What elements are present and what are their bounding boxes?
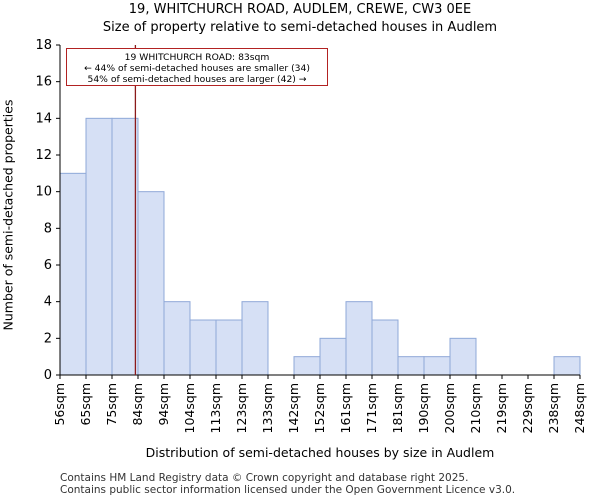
x-tick-label: 210sqm bbox=[468, 383, 483, 433]
histogram-bar bbox=[137, 191, 165, 376]
annotation-line-2: ← 44% of semi-detached houses are smalle… bbox=[84, 63, 310, 74]
y-tick-label: 8 bbox=[44, 221, 52, 236]
x-tick-label: 161sqm bbox=[338, 383, 353, 433]
x-tick-label: 181sqm bbox=[390, 383, 405, 433]
histogram-bar bbox=[241, 301, 269, 376]
histogram-bar bbox=[293, 356, 321, 376]
y-tick-label: 16 bbox=[35, 75, 52, 90]
x-tick-label: 65sqm bbox=[78, 383, 93, 426]
histogram-bar bbox=[59, 172, 87, 376]
histogram-bar bbox=[85, 117, 113, 376]
x-tick-label: 190sqm bbox=[416, 383, 431, 433]
histogram-bar bbox=[397, 356, 425, 376]
histogram-bar bbox=[371, 319, 399, 376]
x-tick-label: 113sqm bbox=[208, 383, 223, 433]
x-tick-label: 94sqm bbox=[156, 383, 171, 426]
histogram-bar bbox=[163, 301, 191, 376]
x-tick-label: 152sqm bbox=[312, 383, 327, 433]
footer-licence: Contains public sector information licen… bbox=[60, 484, 516, 496]
histogram-bar bbox=[111, 117, 139, 376]
y-tick-label: 12 bbox=[35, 148, 52, 163]
x-tick-label: 123sqm bbox=[234, 383, 249, 433]
y-axis-label: Number of semi-detached properties bbox=[0, 99, 16, 331]
histogram-bar bbox=[449, 337, 477, 376]
x-tick-label: 229sqm bbox=[520, 383, 535, 433]
histogram-bar bbox=[423, 356, 451, 376]
y-tick-label: 18 bbox=[35, 38, 52, 53]
y-tick-label: 2 bbox=[44, 331, 52, 346]
x-tick-label: 75sqm bbox=[104, 383, 119, 426]
x-tick-label: 84sqm bbox=[130, 383, 145, 426]
chart-title: 19, WHITCHURCH ROAD, AUDLEM, CREWE, CW3 … bbox=[128, 2, 472, 17]
x-tick-label: 248sqm bbox=[572, 383, 587, 433]
y-tick-label: 6 bbox=[44, 258, 52, 273]
x-tick-label: 142sqm bbox=[286, 383, 301, 433]
x-tick-label: 219sqm bbox=[494, 383, 509, 433]
annotation-box: 19 WHITCHURCH ROAD: 83sqm ← 44% of semi-… bbox=[66, 48, 328, 86]
chart-subtitle: Size of property relative to semi-detach… bbox=[102, 20, 498, 35]
y-tick-label: 10 bbox=[35, 185, 52, 200]
x-axis-label: Distribution of semi-detached houses by … bbox=[145, 445, 495, 460]
x-tick-label: 171sqm bbox=[364, 383, 379, 433]
histogram-bar bbox=[189, 319, 217, 376]
y-tick-label: 0 bbox=[44, 368, 52, 383]
x-tick-label: 133sqm bbox=[260, 383, 275, 433]
x-tick-label: 56sqm bbox=[52, 383, 67, 426]
footer-copyright: Contains HM Land Registry data © Crown c… bbox=[60, 472, 469, 484]
x-tick-label: 238sqm bbox=[546, 383, 561, 433]
histogram-bar bbox=[215, 319, 243, 376]
histogram-bar bbox=[553, 356, 581, 376]
y-tick-label: 4 bbox=[44, 295, 52, 310]
x-tick-label: 104sqm bbox=[182, 383, 197, 433]
histogram-bar bbox=[319, 337, 347, 376]
x-tick-label: 200sqm bbox=[442, 383, 457, 433]
histogram-bar bbox=[345, 301, 373, 376]
y-tick-label: 14 bbox=[35, 111, 52, 126]
annotation-line-3: 54% of semi-detached houses are larger (… bbox=[87, 74, 307, 85]
annotation-line-1: 19 WHITCHURCH ROAD: 83sqm bbox=[124, 52, 270, 63]
